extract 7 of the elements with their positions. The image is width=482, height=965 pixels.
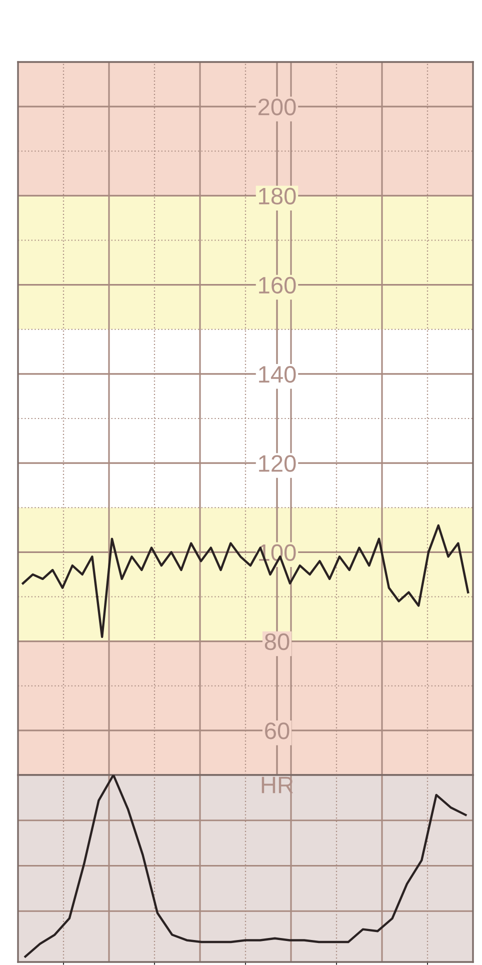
y-tick-label: 160 <box>259 276 296 294</box>
y-tick-label: 60 <box>265 722 290 740</box>
y-tick-label: 200 <box>258 98 296 116</box>
y-tick-label: 140 <box>259 366 296 383</box>
y-tick-label: 180 <box>259 188 296 204</box>
y-tick-label: 80 <box>264 633 290 650</box>
y-tick-label: 120 <box>259 455 296 472</box>
